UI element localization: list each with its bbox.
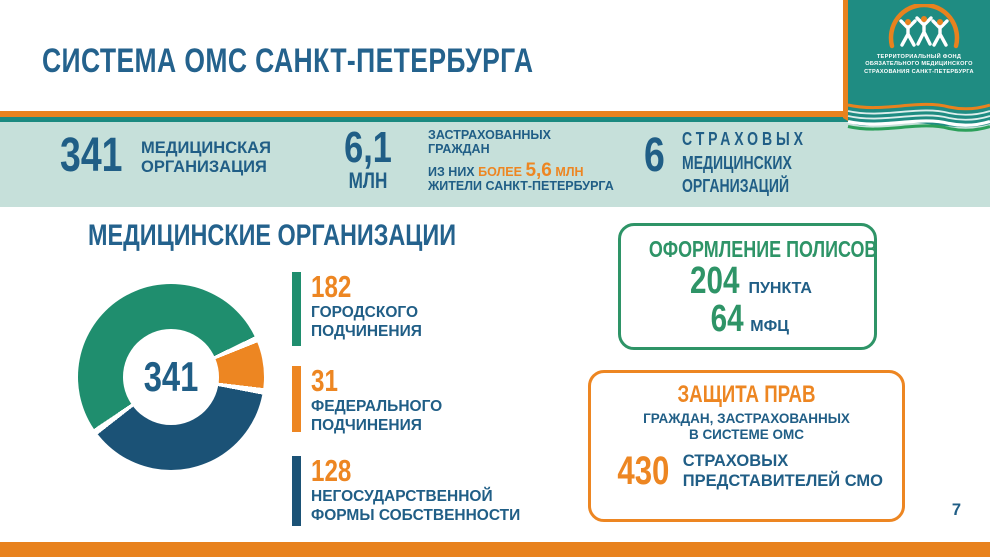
stat-insured-label: ЗАСТРАХОВАННЫХ ГРАЖДАН ИЗ НИХ БОЛЕЕ 5,6 … bbox=[428, 128, 614, 193]
legend-label: НЕГОСУДАРСТВЕННОЙ ФОРМЫ СОБСТВЕННОСТИ bbox=[311, 488, 521, 524]
fund-name-line1: ТЕРРИТОРИАЛЬНЫЙ ФОНД bbox=[876, 54, 962, 60]
section-heading-medical-orgs: МЕДИЦИНСКИЕ ОРГАНИЗАЦИИ bbox=[88, 219, 457, 252]
page-title: СИСТЕМА ОМС САНКТ-ПЕТЕРБУРГА bbox=[42, 42, 672, 81]
stat-insurers-value: 6 bbox=[644, 129, 665, 182]
header-stripe-teal bbox=[0, 117, 848, 122]
legend-value: 182 bbox=[311, 269, 352, 304]
stat-medical-orgs-label: МЕДИЦИНСКАЯ ОРГАНИЗАЦИЯ bbox=[141, 139, 271, 176]
legend-value: 31 bbox=[311, 363, 338, 398]
legend-item-federal: 31 ФЕДЕРАЛЬНОГО ПОДЧИНЕНИЯ bbox=[292, 363, 443, 434]
rights-protection-box: ЗАЩИТА ПРАВ ГРАЖДАН, ЗАСТРАХОВАННЫХ В СИ… bbox=[588, 370, 905, 522]
header-stripe-orange bbox=[0, 111, 848, 117]
legend-item-city: 182 ГОРОДСКОГО ПОДЧИНЕНИЯ bbox=[292, 269, 422, 346]
legend-label: ГОРОДСКОГО ПОДЧИНЕНИЯ bbox=[311, 304, 422, 340]
page-number: 7 bbox=[951, 501, 961, 519]
rights-box-subtitle: ГРАЖДАН, ЗАСТРАХОВАННЫХ В СИСТЕМЕ ОМС bbox=[643, 411, 850, 442]
policy-points-row: 204 ПУНКТА bbox=[690, 260, 812, 302]
stat-insured-value: 6,1 МЛН bbox=[344, 123, 392, 193]
stat-insurers-label: СТРАХОВЫХ МЕДИЦИНСКИХ ОРГАНИЗАЦИЙ bbox=[682, 129, 807, 196]
legend-label: ФЕДЕРАЛЬНОГО ПОДЧИНЕНИЯ bbox=[311, 398, 443, 434]
people-arc-icon bbox=[888, 4, 960, 49]
rights-representatives-label: СТРАХОВЫХ ПРЕДСТАВИТЕЛЕЙ СМО bbox=[682, 452, 883, 490]
legend-value: 128 bbox=[311, 453, 352, 488]
fund-name-line2: ОБЯЗАТЕЛЬНОГО МЕДИЦИНСКОГО bbox=[865, 61, 973, 68]
stat-insured-detail: ИЗ НИХ БОЛЕЕ 5,6 МЛН bbox=[428, 160, 584, 181]
policy-mfc-row: 64 МФЦ bbox=[710, 298, 789, 340]
policy-issuance-box: ОФОРМЛЕНИЕ ПОЛИСОВ 204 ПУНКТА 64 МФЦ bbox=[618, 223, 877, 350]
stat-medical-orgs-value: 341 bbox=[60, 129, 123, 182]
fund-name-line3: СТРАХОВАНИЯ САНКТ-ПЕТЕРБУРГА bbox=[864, 68, 974, 75]
donut-center: 341 bbox=[123, 329, 219, 425]
rights-box-title: ЗАЩИТА ПРАВ bbox=[677, 381, 816, 408]
fund-logo: ТЕРРИТОРИАЛЬНЫЙ ФОНД ОБЯЗАТЕЛЬНОГО МЕДИЦ… bbox=[843, 0, 990, 100]
logo-waves-decoration bbox=[843, 100, 990, 132]
fund-name: ТЕРРИТОРИАЛЬНЫЙ ФОНД ОБЯЗАТЕЛЬНОГО МЕДИЦ… bbox=[848, 54, 990, 76]
stats-band bbox=[0, 122, 990, 207]
rights-representatives-row: 430 СТРАХОВЫХ ПРЕДСТАВИТЕЛЕЙ СМО bbox=[617, 449, 883, 493]
legend-color-bar bbox=[292, 366, 301, 432]
policy-box-title: ОФОРМЛЕНИЕ ПОЛИСОВ bbox=[648, 236, 878, 262]
legend-color-bar bbox=[292, 272, 301, 346]
page-title-text: СИСТЕМА ОМС САНКТ-ПЕТЕРБУРГА bbox=[42, 42, 534, 80]
bottom-bar bbox=[0, 542, 990, 557]
legend-color-bar bbox=[292, 456, 301, 526]
legend-item-private: 128 НЕГОСУДАРСТВЕННОЙ ФОРМЫ СОБСТВЕННОСТ… bbox=[292, 453, 521, 526]
